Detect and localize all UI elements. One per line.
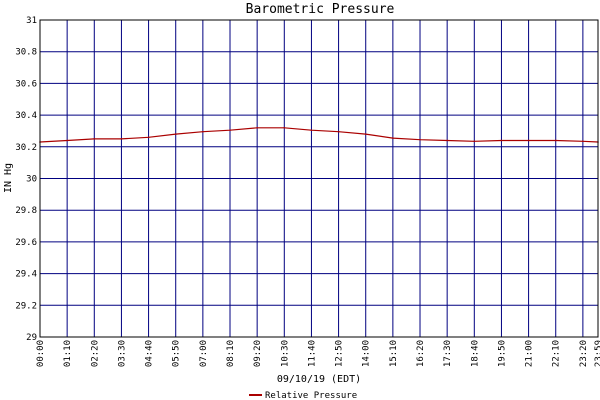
plot-frame bbox=[39, 19, 599, 338]
x-tick-label: 08:10 bbox=[226, 340, 236, 367]
y-tick-label: 29.8 bbox=[15, 206, 37, 216]
grid-lines bbox=[39, 19, 599, 338]
series-layer bbox=[39, 126, 599, 143]
y-tick-label: 30.6 bbox=[15, 79, 37, 89]
y-tick-label: 30.4 bbox=[15, 111, 37, 121]
x-tick-label: 22:10 bbox=[552, 340, 562, 367]
y-tick-label: 29 bbox=[26, 333, 37, 343]
data-point bbox=[392, 137, 394, 139]
y-tick-label: 29.6 bbox=[15, 238, 37, 248]
x-tick-label: 21:00 bbox=[525, 340, 535, 367]
x-tick-label: 00:00 bbox=[36, 340, 46, 367]
y-tick-label: 29.4 bbox=[15, 270, 37, 280]
legend: Relative Pressure bbox=[249, 391, 357, 400]
y-axis-ticks: 29 29.2 29.4 29.6 29.8 30 30.2 30.4 30.6 30.8 31 bbox=[15, 16, 37, 343]
y-tick-label: 29.2 bbox=[15, 301, 37, 311]
y-axis-label: IN Hg bbox=[3, 163, 14, 193]
x-tick-label: 03:30 bbox=[117, 340, 127, 367]
y-tick-label: 30.2 bbox=[15, 143, 37, 153]
data-point bbox=[66, 139, 68, 142]
chart-title: Barometric Pressure bbox=[246, 2, 395, 17]
x-tick-label: 02:20 bbox=[90, 340, 100, 367]
x-tick-label: 05:50 bbox=[172, 340, 182, 367]
data-point bbox=[120, 138, 123, 140]
x-tick-label: 23:59 bbox=[594, 340, 600, 367]
data-point bbox=[446, 139, 448, 142]
x-tick-label: 15:10 bbox=[389, 340, 399, 367]
x-tick-label: 11:40 bbox=[307, 340, 317, 367]
x-axis-label: 09/10/19 (EDT) bbox=[277, 374, 361, 385]
data-point bbox=[419, 138, 421, 141]
y-tick-label: 30.8 bbox=[15, 48, 37, 58]
data-point bbox=[202, 130, 204, 133]
data-point bbox=[283, 126, 286, 129]
x-tick-label: 23:20 bbox=[579, 340, 589, 367]
data-point bbox=[527, 139, 530, 142]
data-point bbox=[554, 139, 557, 142]
data-point bbox=[337, 130, 340, 133]
x-tick-label: 19:50 bbox=[497, 340, 507, 367]
data-point bbox=[93, 138, 96, 140]
x-tick-label: 16:20 bbox=[416, 340, 426, 367]
data-point bbox=[310, 129, 313, 131]
data-point bbox=[473, 140, 476, 143]
x-tick-label: 17:30 bbox=[443, 340, 453, 367]
data-point bbox=[500, 139, 503, 142]
x-tick-label: 07:00 bbox=[199, 340, 209, 367]
x-axis-ticks: 00:00 01:10 02:20 03:30 04:40 05:50 07:00 08:10… bbox=[36, 340, 600, 367]
x-tick-label: 18:40 bbox=[470, 340, 480, 367]
data-point bbox=[256, 126, 258, 129]
x-tick-label: 09:20 bbox=[253, 340, 263, 367]
x-tick-label: 04:40 bbox=[145, 340, 155, 367]
series-line-relative-pressure bbox=[39, 127, 599, 143]
x-tick-label: 01:10 bbox=[63, 340, 73, 367]
y-tick-label: 30 bbox=[26, 175, 37, 185]
data-point bbox=[147, 136, 150, 139]
data-point bbox=[174, 133, 177, 135]
y-tick-label: 31 bbox=[26, 16, 37, 26]
data-point bbox=[582, 140, 584, 143]
x-tick-label: 12:50 bbox=[335, 340, 345, 367]
data-point bbox=[364, 133, 367, 135]
x-tick-label: 10:30 bbox=[280, 340, 290, 367]
legend-label-relative-pressure: Relative Pressure bbox=[265, 391, 357, 400]
data-point bbox=[229, 129, 231, 131]
x-tick-label: 14:00 bbox=[362, 340, 372, 367]
